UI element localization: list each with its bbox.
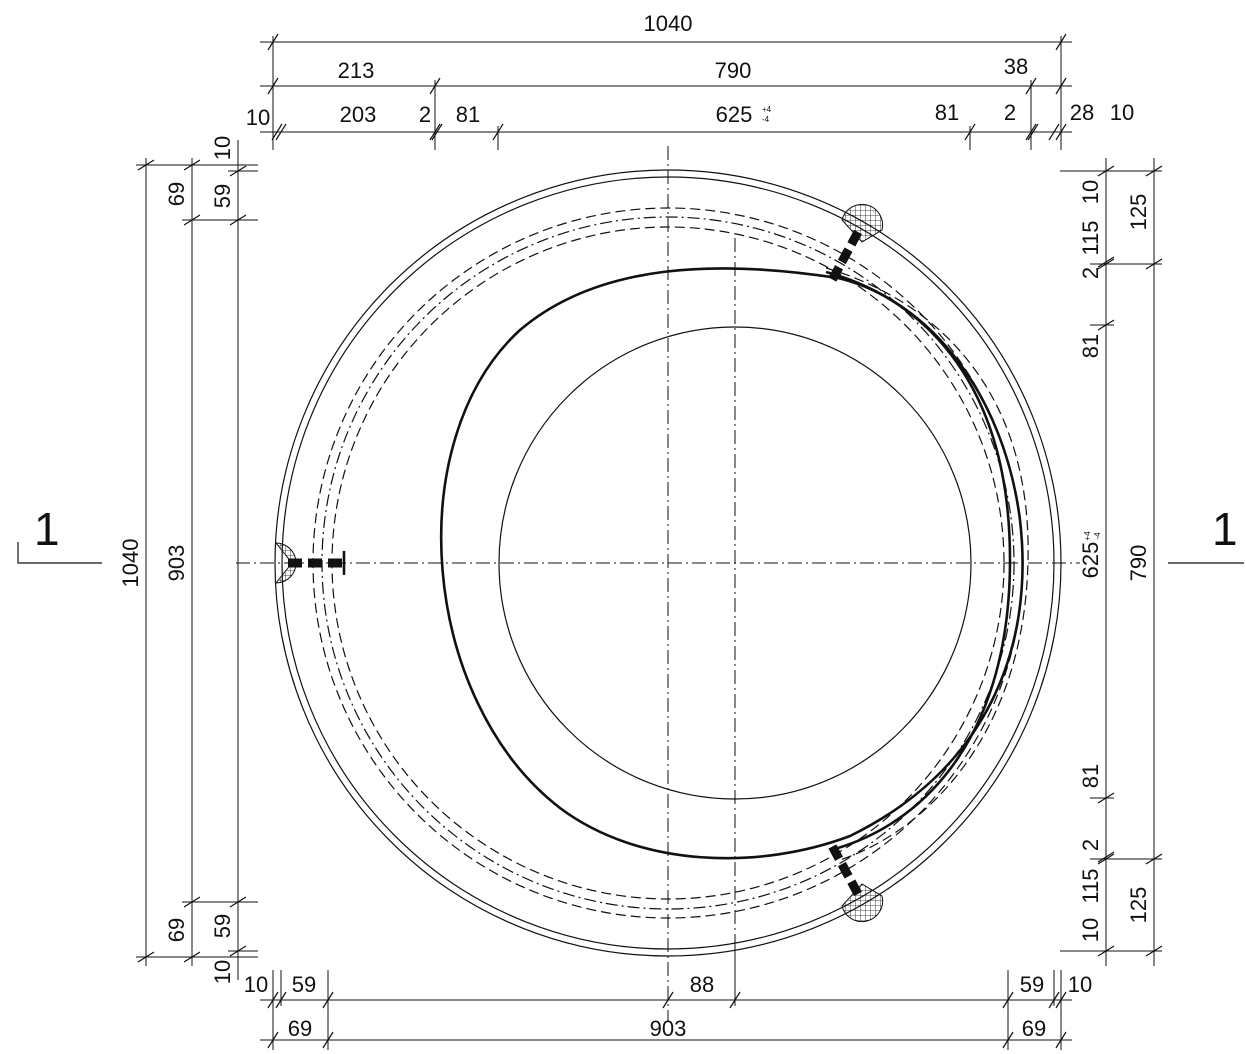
- left-dim-10-bottom: 10: [210, 960, 235, 984]
- top-dim-10-left: 10: [246, 105, 270, 130]
- top-dim-790: 790: [715, 58, 752, 83]
- bottom-dim-88: 88: [690, 972, 714, 997]
- bottom-dimensions: 10 59 88 59 10 69 903 69: [244, 945, 1092, 1050]
- left-dim-10-top: 10: [210, 136, 235, 160]
- anchor-top: [826, 203, 884, 287]
- top-dim-625-tol-upper: +4: [762, 105, 772, 114]
- top-dim-28: 28: [1070, 100, 1094, 125]
- anchor-bottom: [826, 839, 884, 923]
- outer-ring: [274, 169, 1062, 957]
- right-dim-10-bottom: 10: [1078, 918, 1103, 942]
- section-label-left: 1: [34, 503, 60, 555]
- right-dim-125-top: 125: [1126, 194, 1151, 231]
- left-dim-69-top: 69: [164, 182, 189, 206]
- inner-opening: [498, 326, 972, 800]
- right-dim-81-top: 81: [1078, 334, 1103, 358]
- right-dim-10-top: 10: [1078, 180, 1103, 204]
- section-mark-left: 1: [17, 503, 102, 564]
- bottom-dim-10-right: 10: [1068, 972, 1092, 997]
- top-dim-2-right: 2: [1004, 100, 1016, 125]
- bottom-dim-59-left: 59: [292, 972, 316, 997]
- top-dim-81-right: 81: [935, 100, 959, 125]
- top-dim-1040: 1040: [644, 11, 693, 36]
- right-dim-625: 625: [1078, 542, 1103, 579]
- left-dim-59-bottom: 59: [210, 914, 235, 938]
- anchor-left: [274, 542, 346, 584]
- bottom-dim-903: 903: [650, 1016, 687, 1041]
- right-dim-790: 790: [1126, 545, 1151, 582]
- top-dim-2-left: 2: [419, 102, 431, 127]
- left-dim-69-bottom: 69: [164, 918, 189, 942]
- right-dim-81-bottom: 81: [1078, 764, 1103, 788]
- right-dim-115-top: 115: [1078, 220, 1103, 255]
- bottom-dim-69-left: 69: [288, 1016, 312, 1041]
- bottom-dim-69-right: 69: [1022, 1016, 1046, 1041]
- bottom-dim-59-right: 59: [1020, 972, 1044, 997]
- left-dim-1040: 1040: [118, 539, 143, 588]
- right-dim-115-bottom: 115: [1078, 868, 1103, 903]
- top-dim-10-right: 10: [1110, 100, 1134, 125]
- section-mark-right: 1: [1168, 503, 1244, 564]
- section-label-right: 1: [1212, 503, 1238, 555]
- top-dim-38: 38: [1004, 54, 1028, 79]
- top-dimensions: 1040 213 790 38 10 203 2 81 625 +4 -4 81…: [246, 11, 1134, 150]
- right-dim-2-top: 2: [1078, 267, 1103, 279]
- top-dim-625-tol-lower: -4: [762, 115, 770, 124]
- left-dimensions: 1040 69 903 69 10 59 59 10: [118, 136, 258, 984]
- left-dim-903: 903: [164, 545, 189, 582]
- top-dim-203: 203: [340, 102, 377, 127]
- right-dim-125-bottom: 125: [1126, 887, 1151, 924]
- right-dim-625-tol-lower: -4: [1093, 532, 1102, 540]
- right-dim-2-bottom: 2: [1078, 839, 1103, 851]
- top-dim-213: 213: [338, 58, 375, 83]
- top-dim-81-left: 81: [456, 102, 480, 127]
- center-axes: [236, 146, 1080, 1022]
- right-dimensions: 10 115 2 81 625 +4 -4 81 2 115 10 125 79…: [1060, 158, 1163, 966]
- bottom-dim-10-left: 10: [244, 972, 268, 997]
- top-dim-625: 625: [716, 102, 753, 127]
- right-dim-625-tol-upper: +4: [1083, 531, 1092, 541]
- eccentric-opening: [439, 267, 1029, 861]
- left-dim-59-top: 59: [210, 184, 235, 208]
